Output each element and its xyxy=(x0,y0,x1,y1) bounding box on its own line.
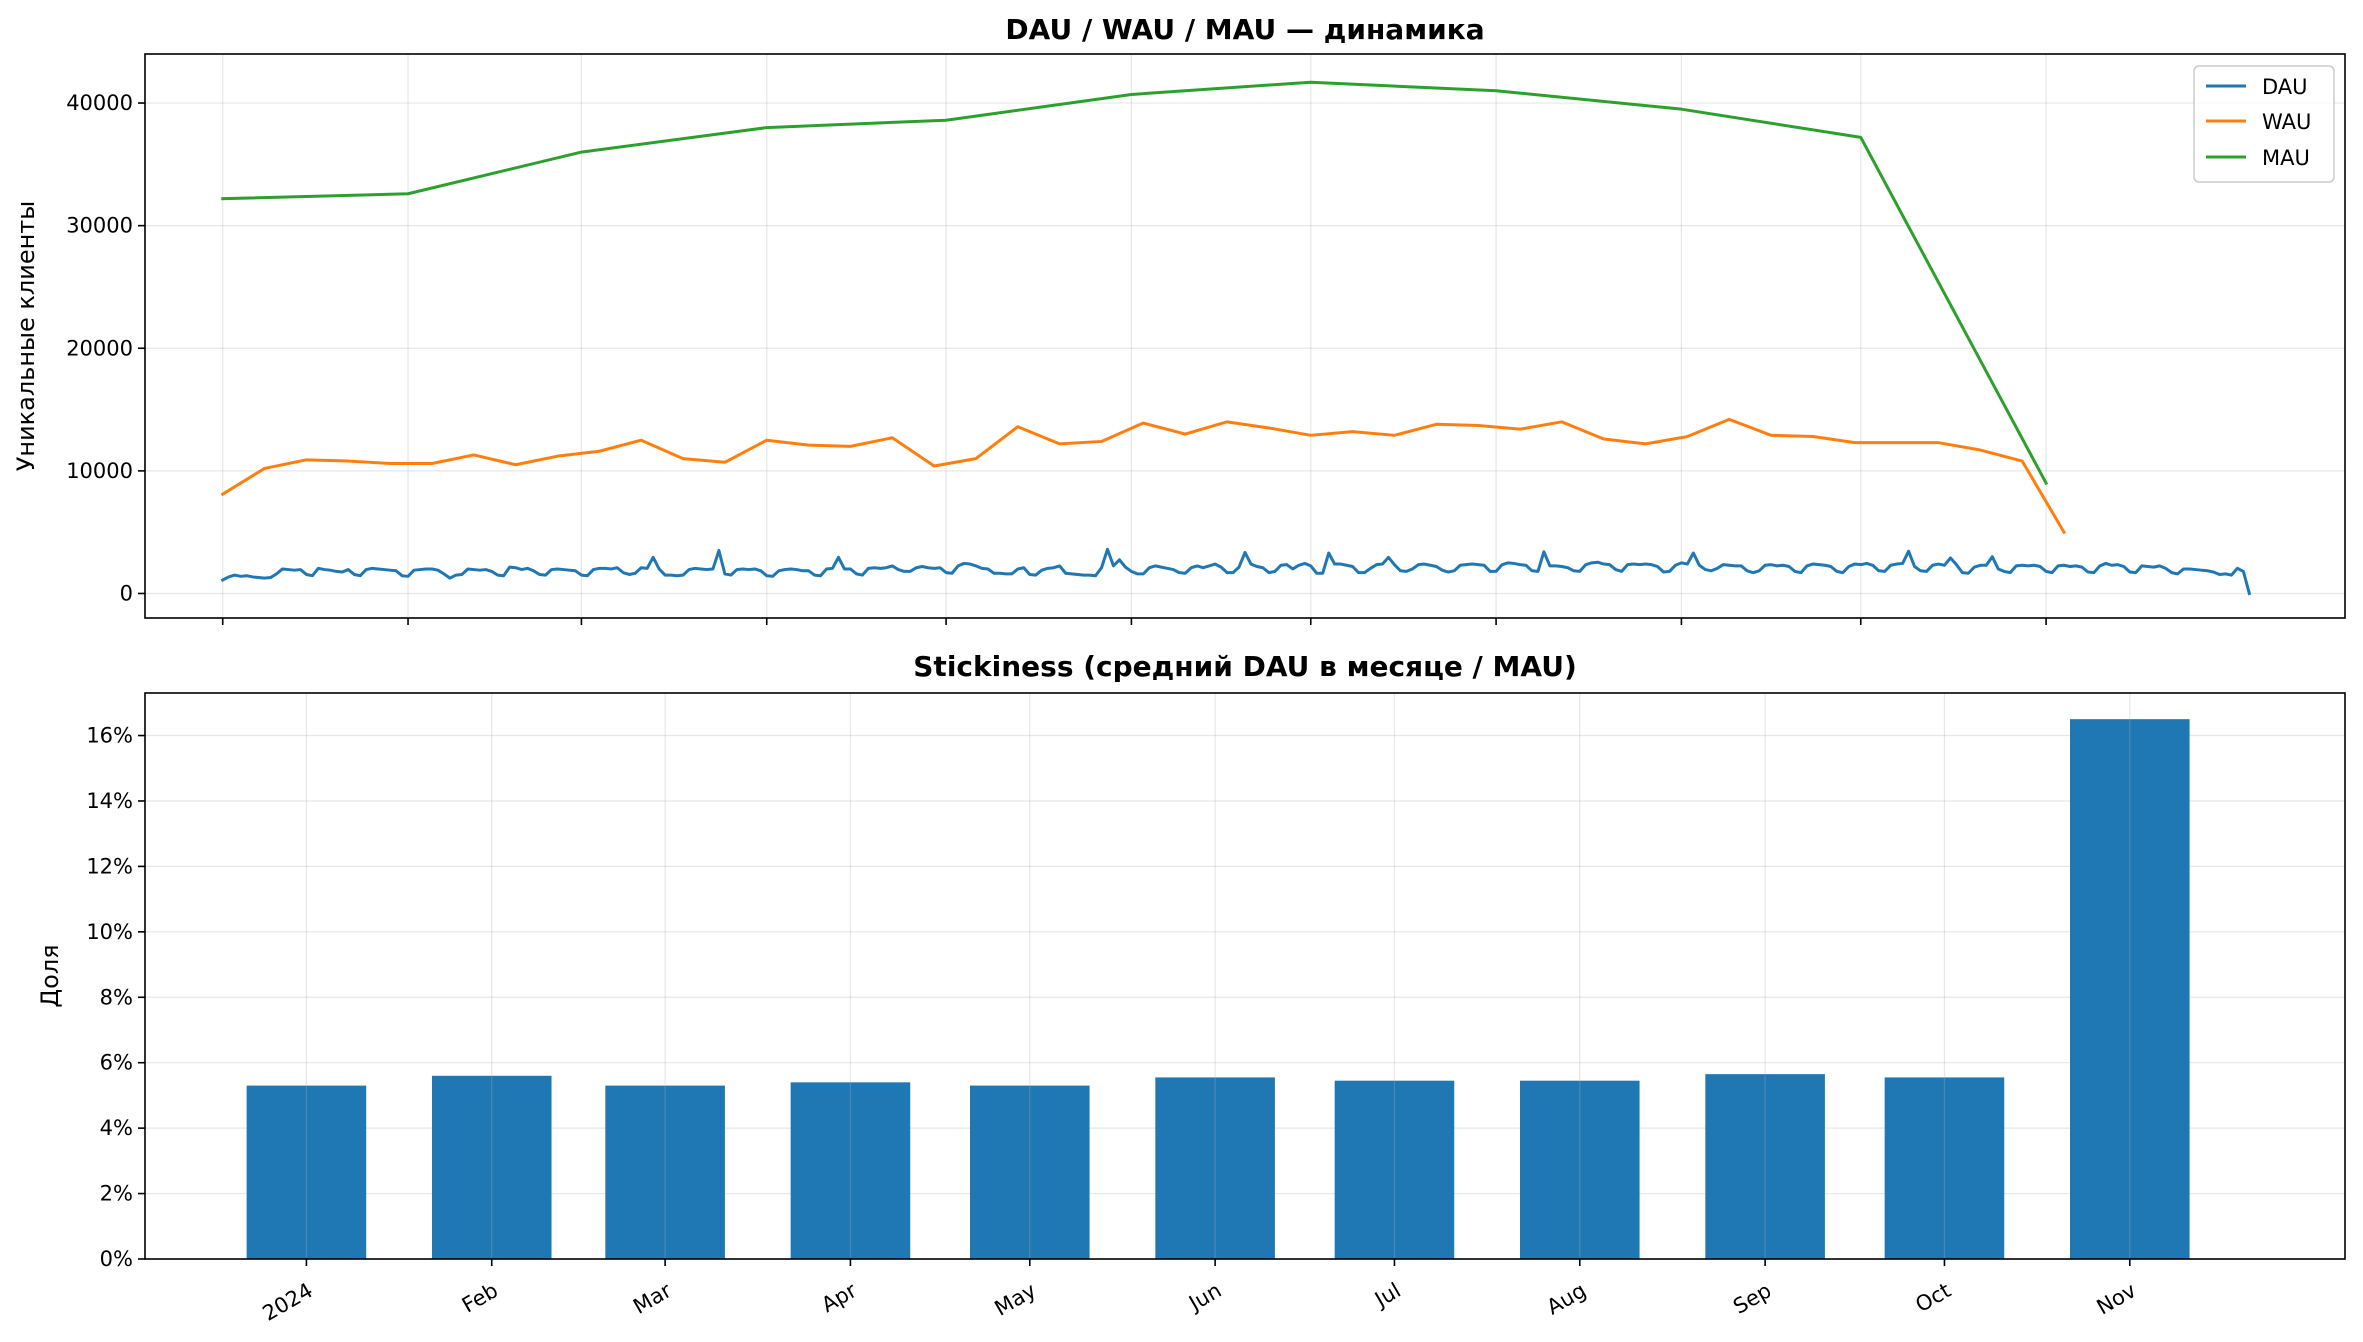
bottom-y-axis-label: Доля xyxy=(36,944,64,1007)
bottom-y-tick-label: 4% xyxy=(100,1116,133,1140)
bottom-x-tick-label: Sep xyxy=(1729,1278,1775,1319)
legend-label-wau: WAU xyxy=(2262,110,2311,134)
stickiness-bar xyxy=(970,1085,1090,1259)
bottom-plot-frame xyxy=(144,692,2346,1260)
top-y-tick-label: 0 xyxy=(120,581,133,605)
series-line-wau xyxy=(220,417,2067,535)
stickiness-panel: Stickiness (средний DAU в месяце / MAU) … xyxy=(36,650,2346,1326)
legend-label-dau: DAU xyxy=(2262,75,2308,99)
stickiness-bar xyxy=(1520,1080,1640,1259)
bottom-x-tick-label: Jun xyxy=(1183,1278,1225,1316)
bottom-x-tick-label: Nov xyxy=(2093,1278,2141,1319)
legend-box xyxy=(2193,65,2335,183)
bottom-x-tick-label: Feb xyxy=(458,1278,502,1317)
bottom-x-axis-ticks: 2024 Feb Mar Apr May Jun Jul Aug Sep Oct Nov xyxy=(258,1259,2140,1326)
stickiness-bars xyxy=(246,719,2190,1259)
top-y-tick-label: 10000 xyxy=(66,459,133,483)
top-y-tick-label: 20000 xyxy=(66,336,133,360)
top-grid xyxy=(145,54,2345,618)
bottom-y-tick-label: 8% xyxy=(100,985,133,1009)
top-y-axis-ticks: 0 10000 20000 30000 40000 xyxy=(66,91,145,605)
top-chart-title: DAU / WAU / MAU — динамика xyxy=(1005,13,1484,46)
legend: DAU WAU MAU xyxy=(2193,65,2335,183)
bottom-y-tick-label: 10% xyxy=(86,920,133,944)
stickiness-bar xyxy=(2070,719,2190,1259)
bottom-x-tick-label: Mar xyxy=(629,1278,676,1319)
legend-label-mau: MAU xyxy=(2262,146,2310,170)
stickiness-bar xyxy=(1705,1074,1825,1259)
bottom-x-tick-label: Aug xyxy=(1543,1278,1591,1319)
top-y-tick-label: 40000 xyxy=(66,91,133,115)
top-series-lines xyxy=(220,80,2252,596)
bottom-x-tick-label: May xyxy=(991,1278,1041,1320)
top-y-axis-label: Уникальные клиенты xyxy=(12,201,40,471)
stickiness-bar xyxy=(246,1085,367,1259)
bottom-chart-title: Stickiness (средний DAU в месяце / MAU) xyxy=(913,650,1576,683)
bottom-y-tick-label: 2% xyxy=(100,1182,133,1206)
bottom-x-tick-label: Oct xyxy=(1911,1278,1954,1317)
stickiness-bar xyxy=(790,1082,911,1259)
top-plot-frame xyxy=(144,53,2346,619)
stickiness-bar xyxy=(1884,1077,2005,1259)
series-line-mau xyxy=(221,80,2049,486)
bottom-grid-overlay xyxy=(305,693,2131,1259)
stickiness-bar xyxy=(1334,1080,1455,1259)
bottom-x-tick-label: Apr xyxy=(817,1278,861,1317)
bottom-y-tick-label: 14% xyxy=(86,789,133,813)
bottom-y-tick-label: 6% xyxy=(100,1051,133,1075)
bottom-y-axis-ticks: 0% 2% 4% 6% 8% 10% 12% 14% 16% xyxy=(86,724,145,1271)
dau-wau-mau-panel: DAU / WAU / MAU — динамика 0 10000 20000 30… xyxy=(12,13,2346,625)
stickiness-bar xyxy=(1155,1077,1275,1259)
bottom-y-tick-label: 16% xyxy=(86,724,133,748)
top-x-axis-ticks xyxy=(221,618,2047,625)
bottom-y-tick-label: 12% xyxy=(86,854,133,878)
top-y-tick-label: 30000 xyxy=(66,214,133,238)
stickiness-bar xyxy=(605,1085,725,1259)
stickiness-bar xyxy=(431,1075,552,1259)
series-line-dau xyxy=(220,547,2252,596)
bottom-x-tick-label: Jul xyxy=(1369,1278,1405,1312)
bottom-x-tick-label: 2024 xyxy=(258,1278,316,1326)
bottom-y-tick-label: 0% xyxy=(100,1247,133,1271)
